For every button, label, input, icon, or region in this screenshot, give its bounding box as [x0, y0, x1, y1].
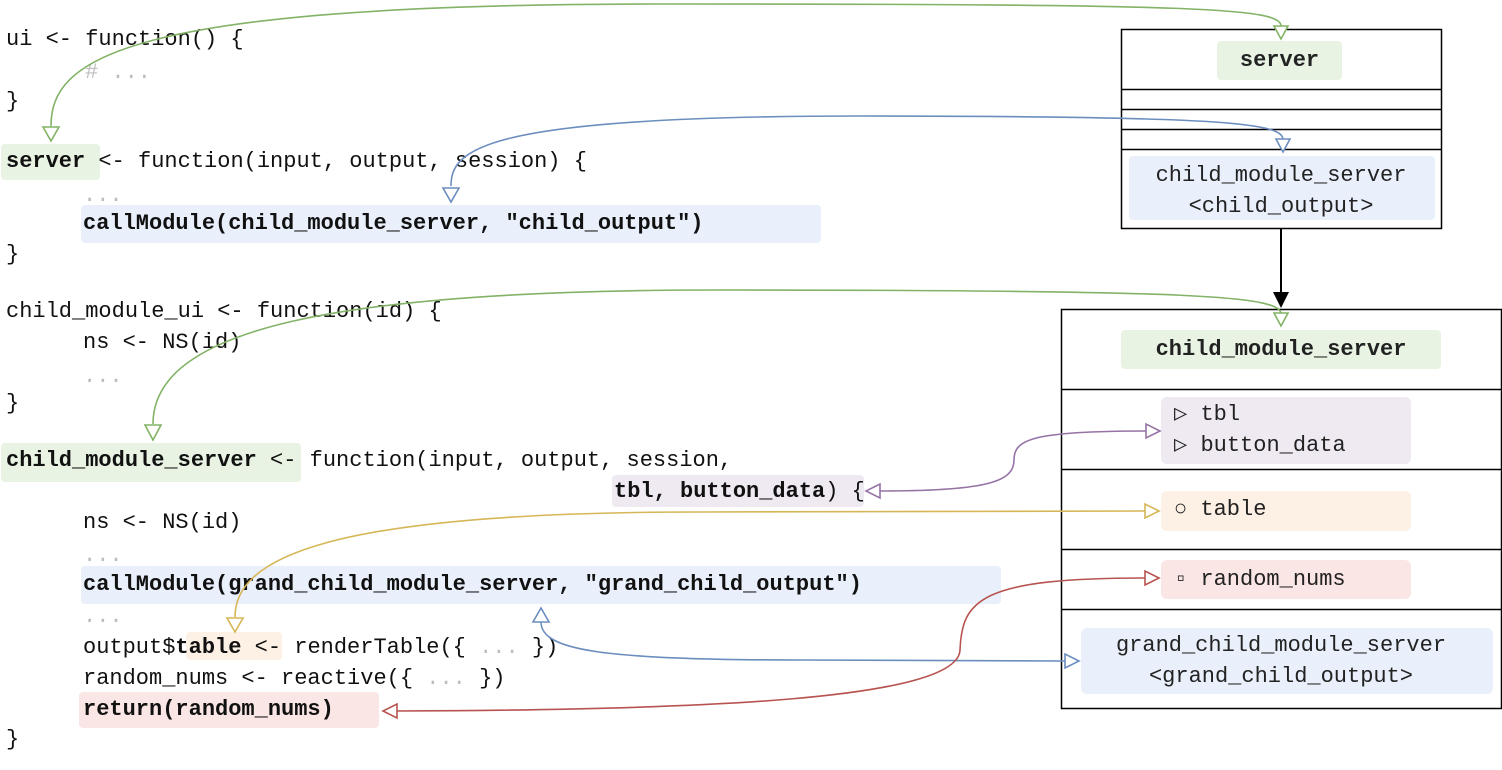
child-module-bg — [1081, 628, 1493, 694]
child-input-tbl: ▷ tbl — [1174, 402, 1241, 427]
child-module-server-close-brace: } — [6, 727, 20, 752]
child-title-bg — [1121, 330, 1441, 369]
grand-callmodule-highlight — [81, 566, 1001, 604]
params-highlight — [612, 475, 864, 507]
server-box-title: server — [1239, 48, 1320, 73]
ui-close-brace: } — [6, 89, 20, 114]
reactive-end: }) — [465, 666, 506, 691]
child-module-ui-line: child_module_ui <- function(id) { — [6, 299, 442, 324]
render-table-line: output$table <- renderTable({ ... }) — [83, 635, 558, 661]
params-end: ) { — [825, 479, 865, 504]
green-arrowhead — [1272, 312, 1290, 328]
server-highlight — [1, 144, 100, 180]
render-table-dots: ... — [479, 635, 519, 660]
orange-arrowhead — [225, 617, 245, 634]
render-table-mid: <- renderTable({ — [241, 635, 480, 660]
server-callmodule-highlight — [81, 205, 821, 243]
blue-arrowhead — [1064, 652, 1081, 670]
orange-arrowhead — [1144, 502, 1161, 520]
ui-function-line: ui <- function() { — [6, 27, 244, 52]
child-return-random-nums: ▫ random_nums — [1174, 567, 1346, 592]
server-dots-line: ... — [83, 183, 123, 208]
green-arrowhead — [1272, 25, 1290, 41]
purple-link-params — [879, 430, 1147, 492]
server-to-child-arrowhead — [1273, 292, 1289, 308]
blue-arrowhead — [1274, 138, 1292, 154]
orange-link-table — [234, 510, 1146, 618]
child-module-line-2: <grand_child_output> — [1148, 664, 1414, 689]
return-highlight — [79, 692, 379, 728]
child-module-server-keyword: child_module_server — [6, 448, 257, 473]
server-signature: <- function(input, output, session) { — [85, 149, 587, 174]
output-table-keyword: table — [175, 635, 242, 660]
green-arrowhead — [41, 126, 61, 143]
blue-arrowhead — [531, 606, 551, 623]
child-inputs-bg — [1161, 397, 1411, 464]
blue-link-grand — [540, 621, 1066, 662]
blue-arrowhead — [441, 187, 461, 204]
blue-link-server — [450, 115, 1284, 187]
server-close-brace: } — [6, 242, 20, 267]
child-input-button-data: ▷ button_data — [1174, 433, 1346, 458]
green-link-child — [152, 289, 1282, 425]
purple-arrowhead — [864, 482, 881, 500]
server-module-bg — [1129, 156, 1435, 220]
red-arrowhead — [381, 702, 398, 720]
child-box-title: child_module_server — [1155, 337, 1407, 362]
child-module-server-ns-line: ns <- NS(id) — [83, 510, 242, 535]
child-module-server-dots-line-2: ... — [83, 604, 123, 629]
green-arrowhead — [143, 424, 163, 442]
table-highlight — [186, 632, 282, 660]
server-keyword: server — [6, 149, 86, 174]
red-arrowhead — [1144, 569, 1161, 587]
child-module-line-1: grand_child_module_server — [1115, 633, 1447, 658]
child-module-ui-dots-line: ... — [83, 364, 123, 389]
reactive-dots: ... — [426, 666, 466, 691]
return-line: return(random_nums) — [83, 697, 334, 722]
child-output-bg — [1161, 491, 1411, 531]
server-title-bg — [1217, 41, 1342, 80]
params-keyword: tbl, button_data — [614, 479, 826, 504]
purple-arrowhead — [1145, 422, 1162, 440]
child-module-server-highlight — [1, 443, 301, 482]
child-module-ui-ns-line: ns <- NS(id) — [83, 330, 242, 355]
server-function-line: server <- function(input, output, sessio… — [6, 149, 587, 175]
server-module-line-2: <child_output> — [1188, 194, 1374, 219]
reactive-line: random_nums <- reactive({ ... }) — [83, 666, 505, 692]
child-module-server-signature: <- function(input, output, session, — [256, 448, 733, 473]
child-module-server-dots-line-1: ... — [83, 543, 123, 568]
reactive-pre: random_nums <- reactive({ — [83, 666, 427, 691]
server-callmodule-line: callModule(child_module_server, "child_o… — [83, 211, 704, 236]
child-module-server-line: child_module_server <- function(input, o… — [6, 448, 732, 474]
child-module-server-params-line: tbl, button_data) { — [614, 479, 865, 505]
grand-callmodule-line: callModule(grand_child_module_server, "g… — [83, 572, 862, 597]
output-prefix: output$ — [83, 635, 176, 660]
server-module-line-1: child_module_server — [1155, 163, 1407, 188]
child-module-ui-close-brace: } — [6, 391, 20, 416]
red-link-return — [396, 577, 1146, 712]
green-link-server — [50, 3, 1282, 127]
child-return-bg — [1161, 560, 1411, 599]
child-output-table: ○ table — [1174, 497, 1267, 522]
